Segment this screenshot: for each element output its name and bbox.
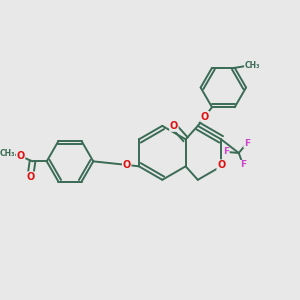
Text: O: O: [201, 112, 209, 122]
Text: F: F: [240, 160, 246, 169]
Text: F: F: [223, 147, 229, 156]
Text: F: F: [244, 139, 250, 148]
Text: CH₃: CH₃: [244, 61, 260, 70]
Text: O: O: [123, 160, 131, 170]
Text: O: O: [170, 121, 178, 131]
Text: O: O: [16, 151, 25, 161]
Text: O: O: [217, 160, 225, 170]
Text: O: O: [26, 172, 34, 182]
Text: CH₃: CH₃: [0, 149, 15, 158]
